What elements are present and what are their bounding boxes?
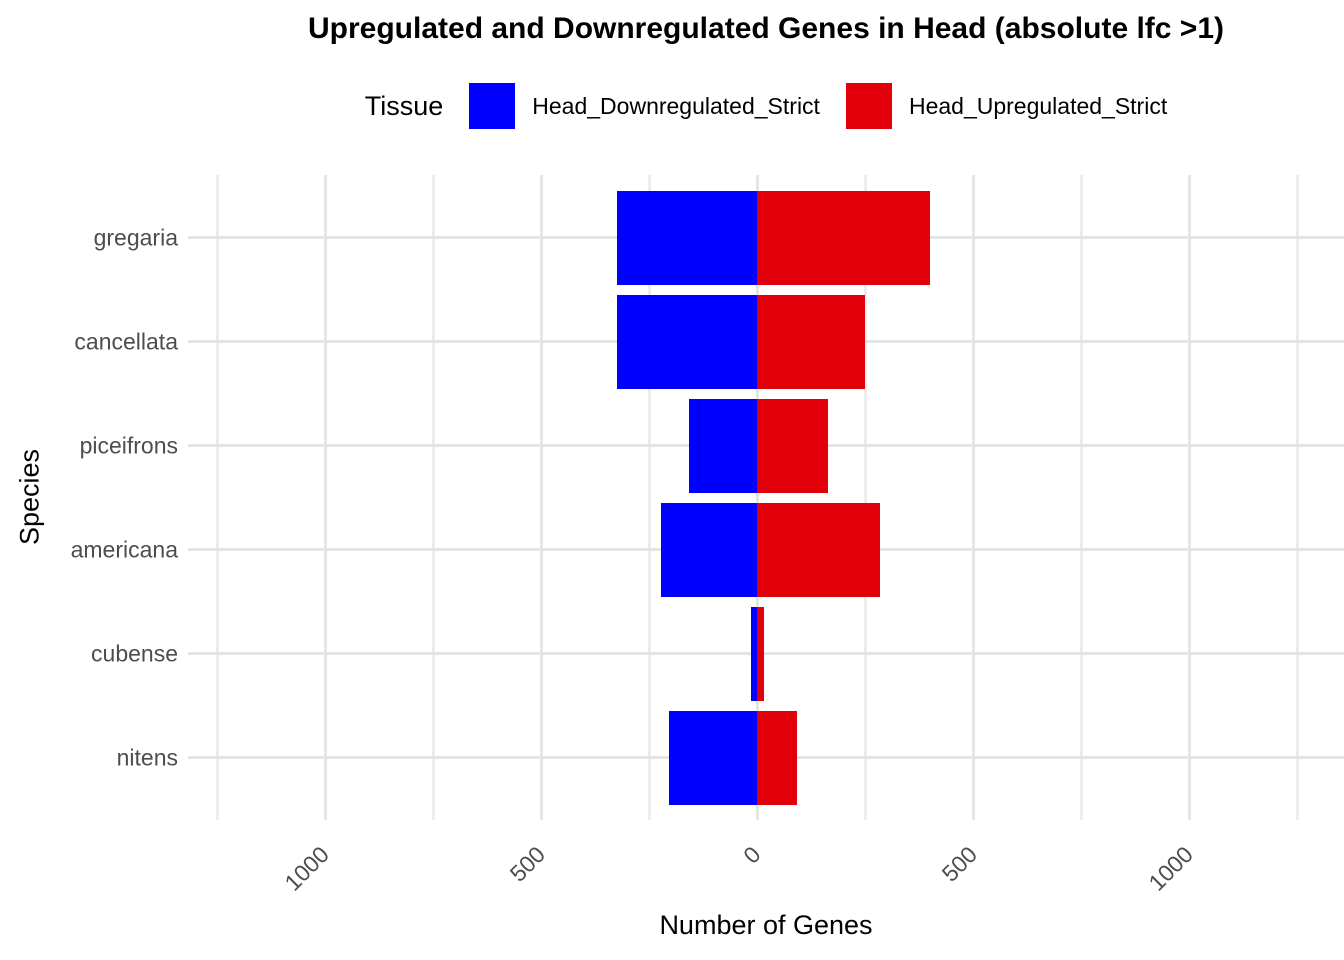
- vertical-gridline-major-500: [971, 175, 975, 820]
- bar-downregulated-nitens: [668, 710, 757, 805]
- legend-title: Tissue: [364, 90, 444, 121]
- x-tick-label-0: 0: [738, 841, 766, 869]
- legend-swatch-upregulated-icon: [845, 83, 892, 129]
- y-axis-title: Species: [14, 448, 45, 546]
- vertical-gridline-major-0: [755, 175, 759, 820]
- legend: Tissue Head_Downregulated_Strict Head_Up…: [188, 80, 1344, 132]
- y-tick-label-piceifrons: piceifrons: [79, 432, 178, 458]
- vertical-gridline-minor--250: [647, 175, 651, 820]
- bar-downregulated-gregaria: [616, 190, 757, 285]
- legend-label-upregulated: Head_Upregulated_Strict: [908, 92, 1168, 119]
- bar-upregulated-cubense: [757, 606, 764, 701]
- bar-downregulated-piceifrons: [689, 398, 757, 493]
- plot-panel: [188, 175, 1344, 820]
- bar-upregulated-americana: [757, 502, 881, 597]
- bar-downregulated-cubense: [750, 606, 757, 701]
- x-tick-label-500: 500: [936, 841, 982, 887]
- vertical-gridline-minor-1250: [1295, 175, 1299, 820]
- bar-upregulated-nitens: [757, 710, 798, 805]
- legend-swatch-downregulated-icon: [469, 83, 516, 129]
- vertical-gridline-minor-250: [863, 175, 867, 820]
- vertical-gridline-minor--1250: [215, 175, 219, 820]
- bar-upregulated-gregaria: [757, 190, 930, 285]
- vertical-gridline-major-1000: [1187, 175, 1191, 820]
- vertical-gridline-major--1000: [323, 175, 327, 820]
- legend-item-downregulated: Head_Downregulated_Strict: [469, 83, 820, 129]
- x-tick-label--500: 500: [504, 841, 550, 887]
- y-tick-label-cancellata: cancellata: [74, 328, 178, 354]
- bar-downregulated-americana: [661, 502, 757, 597]
- legend-item-upregulated: Head_Upregulated_Strict: [845, 83, 1168, 129]
- y-tick-label-americana: americana: [70, 536, 178, 562]
- chart-title: Upregulated and Downregulated Genes in H…: [308, 12, 1224, 45]
- vertical-gridline-minor-750: [1079, 175, 1083, 820]
- vertical-gridline-minor--750: [431, 175, 435, 820]
- y-tick-label-nitens: nitens: [116, 744, 178, 770]
- y-tick-label-gregaria: gregaria: [93, 224, 178, 250]
- x-axis-title: Number of Genes: [659, 910, 873, 940]
- bar-downregulated-cancellata: [616, 294, 757, 389]
- x-tick-label-1000: 1000: [1143, 841, 1198, 896]
- vertical-gridline-major--500: [539, 175, 543, 820]
- horizontal-gridline-cubense: [188, 652, 1344, 655]
- x-tick-label--1000: 1000: [279, 841, 334, 896]
- bar-upregulated-piceifrons: [757, 398, 828, 493]
- y-tick-label-cubense: cubense: [91, 640, 178, 666]
- bar-upregulated-cancellata: [757, 294, 865, 389]
- legend-label-downregulated: Head_Downregulated_Strict: [532, 92, 820, 119]
